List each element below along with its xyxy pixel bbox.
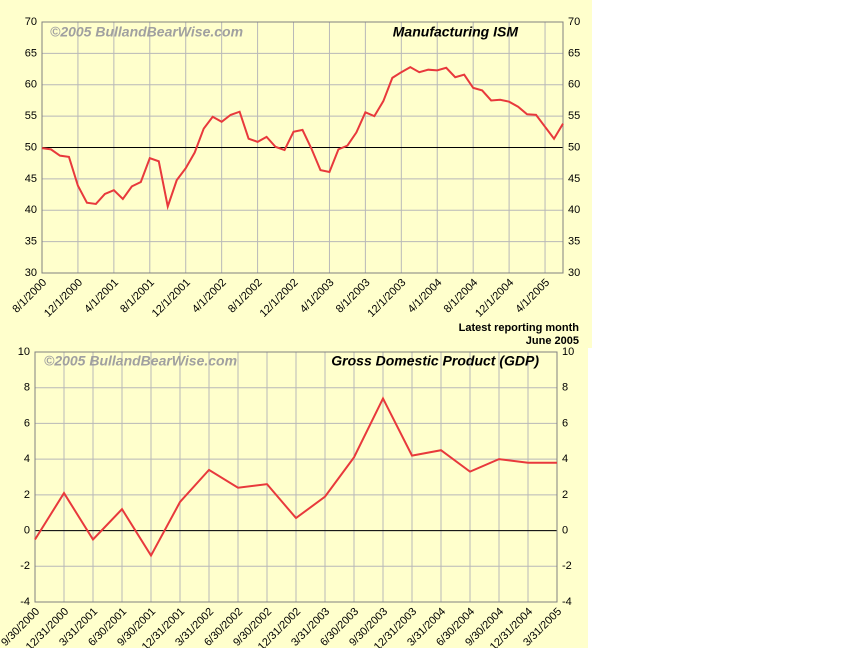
y-tick-label: 2 xyxy=(24,489,30,501)
data-line xyxy=(34,396,557,558)
annotation: June 2005 xyxy=(526,335,579,347)
y2-tick-label: 65 xyxy=(568,47,580,59)
y2-tick-label: 0 xyxy=(562,524,568,536)
y2-tick-label: 45 xyxy=(568,173,580,185)
y2-tick-label: 4 xyxy=(562,453,568,465)
y2-tick-label: 30 xyxy=(568,267,580,279)
y-tick-label: 6 xyxy=(24,417,30,429)
watermark: ©2005 BullandBearWise.com xyxy=(50,24,243,40)
y-tick-label: 8 xyxy=(24,382,30,394)
chart-title: Manufacturing ISM xyxy=(393,24,519,40)
y-tick-label: 30 xyxy=(25,267,37,279)
y2-tick-label: 70 xyxy=(568,16,580,28)
watermark: ©2005 BullandBearWise.com xyxy=(44,353,237,369)
plot-border xyxy=(34,351,558,603)
y-tick-label: 55 xyxy=(25,110,37,122)
y-tick-label: 50 xyxy=(25,141,37,153)
y-tick-label: 10 xyxy=(18,346,30,358)
plot-border xyxy=(41,21,564,274)
y2-tick-label: -4 xyxy=(562,596,572,608)
y2-tick-label: 50 xyxy=(568,141,580,153)
y2-tick-label: 6 xyxy=(562,417,568,429)
y-tick-label: 4 xyxy=(24,453,30,465)
y2-tick-label: 55 xyxy=(568,110,580,122)
y2-tick-label: 2 xyxy=(562,489,568,501)
y-tick-label: 65 xyxy=(25,47,37,59)
y2-tick-label: 40 xyxy=(568,204,580,216)
y-tick-label: 60 xyxy=(25,79,37,91)
y-tick-label: -4 xyxy=(20,596,30,608)
y-tick-label: 45 xyxy=(25,173,37,185)
y2-tick-label: 10 xyxy=(562,346,574,358)
y2-tick-label: 8 xyxy=(562,382,568,394)
y-tick-label: 70 xyxy=(25,16,37,28)
chart-title: Gross Domestic Product (GDP) xyxy=(331,353,539,369)
y-tick-label: 40 xyxy=(25,204,37,216)
y-tick-label: 35 xyxy=(25,236,37,248)
y2-tick-label: 60 xyxy=(568,79,580,91)
annotation: Latest reporting month xyxy=(459,322,580,334)
y2-tick-label: 35 xyxy=(568,236,580,248)
y-tick-label: 0 xyxy=(24,524,30,536)
y-tick-label: -2 xyxy=(20,560,30,572)
y2-tick-label: -2 xyxy=(562,560,572,572)
data-line xyxy=(41,66,564,211)
